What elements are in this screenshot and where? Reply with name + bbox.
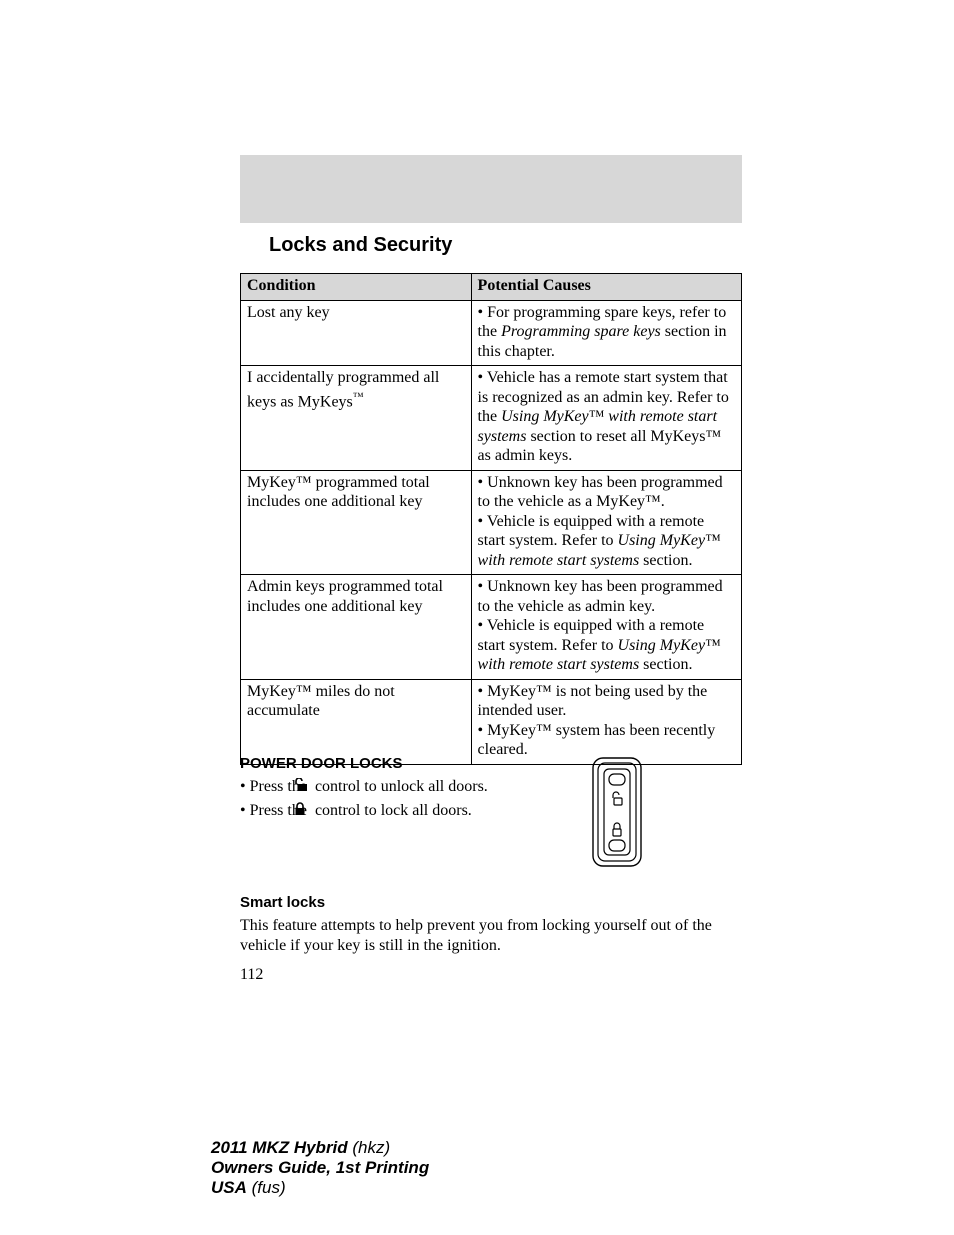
subsection-heading-smart-locks: Smart locks xyxy=(240,894,325,911)
table-row: Lost any key • For programming spare key… xyxy=(241,300,742,366)
list-item: Press the control to lock all doors. xyxy=(240,801,560,822)
cause-bullet: • Vehicle is equipped with a remote star… xyxy=(478,512,735,571)
cause-cell: • Unknown key has been programmed to the… xyxy=(471,470,741,575)
troubleshooting-table: Condition Potential Causes Lost any key … xyxy=(240,273,742,765)
footer-block: 2011 MKZ Hybrid (hkz) Owners Guide, 1st … xyxy=(211,1138,691,1198)
list-item: Press the control to unlock all doors. xyxy=(240,777,560,798)
condition-cell: Lost any key xyxy=(241,300,472,366)
power-door-locks-list: Press the control to unlock all doors. P… xyxy=(240,777,560,824)
footer-region-code: (fus) xyxy=(247,1178,286,1197)
list-text: control to lock all doors. xyxy=(311,802,472,819)
table-row: Admin keys programmed total includes one… xyxy=(241,575,742,680)
condition-cell: Admin keys programmed total includes one… xyxy=(241,575,472,680)
footer-region: USA xyxy=(211,1178,247,1197)
list-text: control to unlock all doors. xyxy=(311,778,488,795)
cause-text: section. xyxy=(639,552,692,569)
smart-locks-body: This feature attempts to help prevent yo… xyxy=(240,916,742,955)
header-condition: Condition xyxy=(241,274,472,301)
cause-bullet: • MyKey™ system has been recently cleare… xyxy=(478,721,735,760)
cause-cell: • Unknown key has been programmed to the… xyxy=(471,575,741,680)
manual-page: Locks and Security Condition Potential C… xyxy=(0,0,954,1235)
footer-model-code: (hkz) xyxy=(348,1138,391,1157)
cause-cell: • MyKey™ is not being used by the intend… xyxy=(471,679,741,764)
header-causes: Potential Causes xyxy=(471,274,741,301)
cause-bullet: • Unknown key has been programmed to the… xyxy=(478,577,735,616)
chapter-header-band xyxy=(240,155,742,223)
table-row: MyKey™ miles do not accumulate • MyKey™ … xyxy=(241,679,742,764)
page-number: 112 xyxy=(240,966,263,984)
cause-text: section. xyxy=(639,656,692,673)
condition-cell: MyKey™ miles do not accumulate xyxy=(241,679,472,764)
footer-model: 2011 MKZ Hybrid xyxy=(211,1138,348,1157)
trademark-symbol: ™ xyxy=(353,391,364,403)
condition-cell: I accidentally programmed all keys as My… xyxy=(241,366,472,471)
cause-bullet: • Vehicle is equipped with a remote star… xyxy=(478,616,735,675)
cause-cell: • Vehicle has a remote start system that… xyxy=(471,366,741,471)
table-row: MyKey™ programmed total includes one add… xyxy=(241,470,742,575)
condition-text: I accidentally programmed all keys as My… xyxy=(247,369,439,410)
cause-ref-italic: Programming spare keys xyxy=(501,323,661,340)
table-header-row: Condition Potential Causes xyxy=(241,274,742,301)
cause-bullet: • Unknown key has been programmed to the… xyxy=(478,473,735,512)
table-row: I accidentally programmed all keys as My… xyxy=(241,366,742,471)
footer-line-3: USA (fus) xyxy=(211,1178,691,1198)
door-lock-switch-illustration xyxy=(592,757,642,872)
cause-bullet: • MyKey™ is not being used by the intend… xyxy=(478,682,735,721)
footer-line-1: 2011 MKZ Hybrid (hkz) xyxy=(211,1138,691,1158)
cause-cell: • For programming spare keys, refer to t… xyxy=(471,300,741,366)
chapter-title: Locks and Security xyxy=(269,234,452,257)
footer-line-2: Owners Guide, 1st Printing xyxy=(211,1158,691,1178)
section-heading-power-door-locks: POWER DOOR LOCKS xyxy=(240,755,403,772)
troubleshooting-table-wrap: Condition Potential Causes Lost any key … xyxy=(240,273,742,765)
condition-cell: MyKey™ programmed total includes one add… xyxy=(241,470,472,575)
